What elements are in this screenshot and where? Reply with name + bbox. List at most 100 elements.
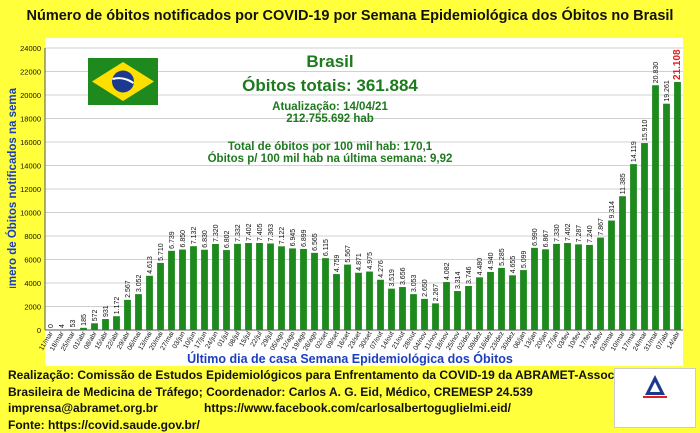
y-tick-label: 20000	[20, 91, 41, 100]
data-label: 5.710	[158, 243, 165, 261]
data-label: 11.385	[620, 173, 627, 194]
data-label: 5.099	[521, 250, 528, 268]
data-label: 9.314	[609, 201, 616, 219]
y-tick-label: 6000	[24, 256, 41, 265]
data-label: 7.122	[279, 227, 286, 245]
bar	[509, 275, 516, 330]
data-label: 6.115	[323, 239, 330, 256]
data-label: 4.759	[334, 254, 341, 272]
bar	[619, 196, 626, 330]
data-label: 7.330	[554, 224, 561, 242]
bar	[498, 268, 505, 330]
source-link[interactable]: Fonte: https://covid.saude.gov.br/	[8, 417, 608, 433]
press-email[interactable]: imprensa@abramet.org.br	[8, 401, 158, 415]
data-label: 3.314	[455, 271, 462, 289]
bar	[542, 249, 549, 330]
data-label: 1.172	[114, 297, 121, 315]
total-deaths: Óbitos totais: 361.884	[185, 76, 475, 96]
footer: Realização: Comissão de Estudos Epidemio…	[8, 367, 608, 433]
data-label: 6.565	[312, 233, 319, 251]
data-label: 7.867	[598, 218, 605, 236]
region-name: Brasil	[185, 52, 475, 72]
data-label: 5.567	[345, 245, 352, 263]
y-tick-label: 22000	[20, 68, 41, 77]
bar	[410, 294, 417, 330]
data-label: 4.082	[444, 262, 451, 280]
y-tick-label: 0	[37, 326, 41, 335]
data-label: 4.655	[510, 256, 517, 274]
bar	[355, 273, 362, 330]
y-tick-label: 24000	[20, 44, 41, 53]
bar	[212, 244, 219, 330]
data-label: 185	[81, 314, 88, 326]
y-tick-label: 18000	[20, 115, 41, 124]
bar	[388, 289, 395, 330]
data-label: 572	[92, 309, 99, 321]
data-label: 7.240	[587, 225, 594, 243]
data-label: 931	[103, 305, 110, 317]
credits-line-2: Brasileira de Medicina de Tráfego; Coord…	[8, 384, 608, 401]
bar	[421, 299, 428, 330]
y-tick-label: 12000	[20, 185, 41, 194]
bar	[179, 250, 186, 330]
data-label: 20.830	[653, 62, 660, 84]
data-label: 4.975	[367, 252, 374, 270]
bar	[245, 243, 252, 330]
data-label: 4.276	[378, 260, 385, 278]
data-label: 14.119	[631, 141, 638, 162]
bar	[663, 104, 670, 330]
abramet-logo	[614, 368, 696, 428]
data-label: 6.867	[543, 230, 550, 248]
data-label: 7.332	[235, 224, 242, 242]
bar	[278, 246, 285, 330]
summary-box: Brasil Óbitos totais: 361.884 Atualizaçã…	[185, 52, 475, 165]
bar	[157, 263, 164, 330]
data-label: 6.739	[169, 231, 176, 249]
bar	[608, 221, 615, 330]
deaths-per-100k-last-week: Óbitos p/ 100 mil hab na última semana: …	[185, 153, 475, 165]
bar	[234, 244, 241, 330]
data-label: 0	[48, 324, 55, 328]
bar	[597, 238, 604, 330]
bar	[564, 243, 571, 330]
bar	[366, 272, 373, 330]
data-label: 4	[59, 324, 66, 328]
bar	[553, 244, 560, 330]
bar	[476, 277, 483, 330]
update-date: Atualização: 14/04/21	[185, 101, 475, 113]
y-axis-label: Número de Óbitos notificados na semana	[6, 88, 19, 288]
bar	[531, 248, 538, 330]
data-label: 7.402	[246, 223, 253, 241]
data-label: 3.746	[466, 266, 473, 284]
data-label: 2.567	[125, 280, 132, 298]
y-tick-label: 2000	[24, 303, 41, 312]
y-tick-label: 8000	[24, 232, 41, 241]
bar	[641, 143, 648, 330]
data-label: 3.656	[400, 267, 407, 285]
bar	[399, 287, 406, 330]
bar	[520, 270, 527, 330]
facebook-link[interactable]: https://www.facebook.com/carlosalbertogu…	[204, 400, 511, 417]
data-label: 7.363	[268, 224, 275, 242]
bar	[69, 329, 76, 330]
data-label: 6.899	[301, 229, 308, 247]
data-label: 4.480	[477, 258, 484, 276]
population: 212.755.692 hab	[185, 113, 475, 125]
bar	[575, 244, 582, 330]
y-tick-label: 4000	[24, 279, 41, 288]
bar	[674, 82, 681, 330]
bar	[168, 251, 175, 330]
bar	[300, 249, 307, 330]
y-tick-label: 10000	[20, 209, 41, 218]
bar	[135, 294, 142, 330]
bar	[377, 280, 384, 330]
bar	[322, 258, 329, 330]
data-label: 6.830	[202, 230, 209, 248]
y-tick-label: 16000	[20, 138, 41, 147]
data-label: 15.910	[642, 120, 649, 142]
data-label: 7.320	[213, 224, 220, 242]
data-label: 3.519	[389, 269, 396, 287]
brazil-flag-icon	[88, 58, 158, 105]
x-axis-label: Último dia de casa Semana Epidemiológica…	[0, 352, 700, 366]
data-label: 6.802	[224, 230, 231, 248]
